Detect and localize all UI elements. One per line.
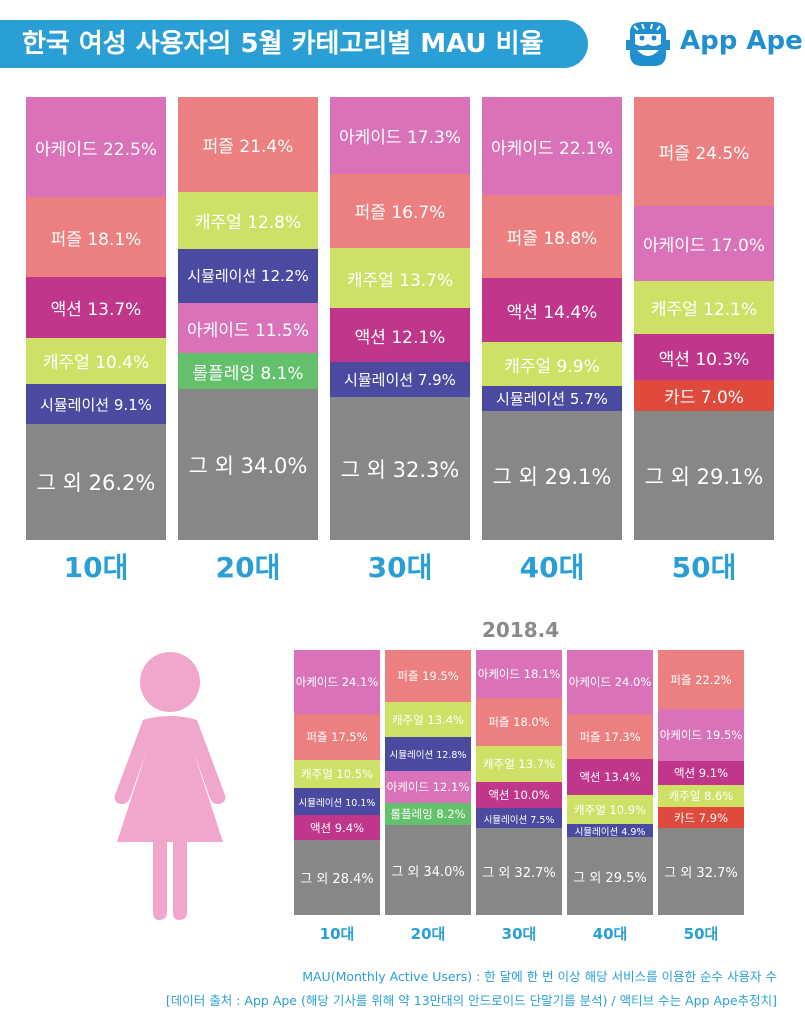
bar-segment-casual: 캐주얼 12.1%: [634, 280, 774, 335]
bar-segment-casual: 캐주얼 8.6%: [658, 784, 744, 808]
x-tick-label: 10대: [319, 925, 355, 943]
bar-segment-action: 액션 13.7%: [26, 276, 166, 339]
bar-segment-casual: 캐주얼 10.9%: [567, 794, 653, 825]
bar-segment-action: 액션 9.4%: [294, 814, 380, 841]
x-tick-label: 20대: [410, 925, 446, 943]
logo-text: App Ape: [680, 26, 803, 56]
bar-stack-50대: 퍼즐 24.5% 아케이드 17.0% 캐주얼 12.1% 액션 10.3% 카드 7.…: [634, 97, 774, 541]
bar-segment-other: 그 외 34.0%: [385, 824, 471, 916]
bar-segment-card: 카드 7.9%: [658, 807, 744, 829]
bar-stack-40대: 아케이드 22.1% 퍼즐 18.8% 액션 14.4% 캐주얼 9.9% 시뮬레이션 …: [482, 97, 622, 541]
bar-segment-action: 액션 13.4%: [567, 759, 653, 796]
bar-segment-arcade: 아케이드 17.3%: [330, 97, 470, 175]
bar-segment-puzzle: 퍼즐 21.4%: [178, 97, 318, 193]
x-tick-label: 50대: [683, 925, 719, 943]
bar-segment-simulation: 시뮬레이션 4.9%: [567, 823, 653, 838]
bar-segment-puzzle: 퍼즐 17.3%: [567, 713, 653, 760]
bar-segment-puzzle: 퍼즐 18.0%: [476, 697, 562, 747]
bar-segment-simulation: 시뮬레이션 12.8%: [385, 737, 471, 772]
x-tick-label: 20대: [215, 551, 281, 584]
footnote-mau: MAU(Monthly Active Users) : 한 달에 한 번 이상 …: [302, 969, 777, 984]
bar-stack-20대: 퍼즐 21.4% 캐주얼 12.8% 시뮬레이션 12.2% 아케이드 11.5% 롤플…: [178, 97, 318, 541]
x-tick-label: 40대: [519, 551, 585, 584]
bar-segment-other: 그 외 29.1%: [634, 411, 774, 541]
title-banner: 한국 여성 사용자의 5월 카테고리별 MAU 비율: [0, 20, 588, 68]
bar-segment-action: 액션 10.3%: [634, 334, 774, 381]
bar-segment-arcade: 아케이드 22.1%: [482, 97, 622, 196]
bar-segment-casual: 캐주얼 13.4%: [385, 701, 471, 738]
bar-segment-simulation: 시뮬레이션 5.7%: [482, 385, 622, 412]
bar-segment-casual: 캐주얼 10.4%: [26, 337, 166, 385]
bar-segment-casual: 캐주얼 10.5%: [294, 760, 380, 789]
bar-stack-30대: 아케이드 18.1% 퍼즐 18.0% 캐주얼 13.7% 액션 10.0% 시뮬레이션…: [476, 650, 562, 916]
bar-segment-casual: 캐주얼 9.9%: [482, 341, 622, 387]
x-tick-label: 30대: [501, 925, 537, 943]
bar-segment-arcade: 아케이드 12.1%: [385, 771, 471, 804]
chart-april-title: 2018.4: [482, 618, 560, 642]
bar-segment-simulation: 시뮬레이션 12.2%: [178, 248, 318, 304]
bar-segment-other: 그 외 34.0%: [178, 389, 318, 541]
bar-segment-roleplaying: 롤플레잉 8.1%: [178, 353, 318, 390]
bar-segment-simulation: 시뮬레이션 7.5%: [476, 808, 562, 829]
bar-segment-roleplaying: 롤플레잉 8.2%: [385, 803, 471, 826]
bar-segment-puzzle: 퍼즐 18.8%: [482, 194, 622, 279]
ape-face-icon: [626, 22, 670, 66]
bar-segment-other: 그 외 32.7%: [476, 828, 562, 916]
bar-stack-20대: 퍼즐 19.5% 캐주얼 13.4% 시뮬레이션 12.8% 아케이드 12.1% 롤플…: [385, 650, 471, 916]
bar-segment-puzzle: 퍼즐 18.1%: [26, 196, 166, 278]
bar-segment-action: 액션 10.0%: [476, 781, 562, 809]
x-tick-label: 40대: [592, 925, 628, 943]
bar-segment-puzzle: 퍼즐 17.5%: [294, 713, 380, 761]
footnote-source: [데이터 출처 : App Ape (해당 기사를 위해 약 13만대의 안드로…: [165, 993, 777, 1008]
page-title: 한국 여성 사용자의 5월 카테고리별 MAU 비율: [22, 29, 544, 59]
bar-segment-arcade: 아케이드 17.0%: [634, 205, 774, 282]
bar-segment-arcade: 아케이드 24.1%: [294, 650, 380, 715]
x-tick-label: 10대: [63, 551, 129, 584]
x-tick-label: 50대: [671, 551, 737, 584]
bar-segment-simulation: 시뮬레이션 9.1%: [26, 383, 166, 425]
bar-segment-card: 카드 7.0%: [634, 380, 774, 412]
bar-segment-puzzle: 퍼즐 24.5%: [634, 97, 774, 207]
bar-segment-casual: 캐주얼 13.7%: [476, 745, 562, 783]
bar-segment-other: 그 외 32.7%: [658, 828, 744, 916]
bar-segment-arcade: 아케이드 11.5%: [178, 302, 318, 354]
bar-segment-puzzle: 퍼즐 22.2%: [658, 650, 744, 710]
bar-segment-action: 액션 9.1%: [658, 760, 744, 786]
bar-segment-simulation: 시뮬레이션 10.1%: [294, 788, 380, 816]
bar-stack-30대: 아케이드 17.3% 퍼즐 16.7% 캐주얼 13.7% 액션 12.1% 시뮬레이션…: [330, 97, 470, 541]
bar-segment-other: 그 외 29.5%: [567, 836, 653, 916]
bar-segment-casual: 캐주얼 12.8%: [178, 191, 318, 249]
bar-segment-action: 액션 12.1%: [330, 308, 470, 363]
bar-segment-other: 그 외 32.3%: [330, 396, 470, 541]
bar-segment-puzzle: 퍼즐 19.5%: [385, 650, 471, 703]
bar-segment-other: 그 외 29.1%: [482, 411, 622, 541]
bar-segment-puzzle: 퍼즐 16.7%: [330, 173, 470, 249]
bar-segment-arcade: 아케이드 22.5%: [26, 97, 166, 198]
bar-stack-40대: 아케이드 24.0% 퍼즐 17.3% 액션 13.4% 캐주얼 10.9% 시뮬레이션…: [567, 650, 653, 916]
bar-stack-50대: 퍼즐 22.2% 아케이드 19.5% 액션 9.1% 캐주얼 8.6% 카드 7.9%…: [658, 650, 744, 916]
bar-segment-arcade: 아케이드 24.0%: [567, 650, 653, 715]
bar-segment-other: 그 외 26.2%: [26, 423, 166, 541]
bar-segment-arcade: 아케이드 19.5%: [658, 708, 744, 761]
bar-segment-action: 액션 14.4%: [482, 278, 622, 343]
app-ape-logo: App Ape: [620, 18, 803, 70]
bar-segment-arcade: 아케이드 18.1%: [476, 650, 562, 699]
bar-segment-simulation: 시뮬레이션 7.9%: [330, 361, 470, 398]
x-tick-label: 30대: [367, 551, 433, 584]
bar-segment-casual: 캐주얼 13.7%: [330, 247, 470, 309]
bar-stack-10대: 아케이드 22.5% 퍼즐 18.1% 액션 13.7% 캐주얼 10.4% 시뮬레이션…: [26, 97, 166, 541]
bar-segment-other: 그 외 28.4%: [294, 839, 380, 916]
bar-stack-10대: 아케이드 24.1% 퍼즐 17.5% 캐주얼 10.5% 시뮬레이션 10.1% 액션…: [294, 650, 380, 916]
woman-figure-icon: [114, 652, 226, 920]
